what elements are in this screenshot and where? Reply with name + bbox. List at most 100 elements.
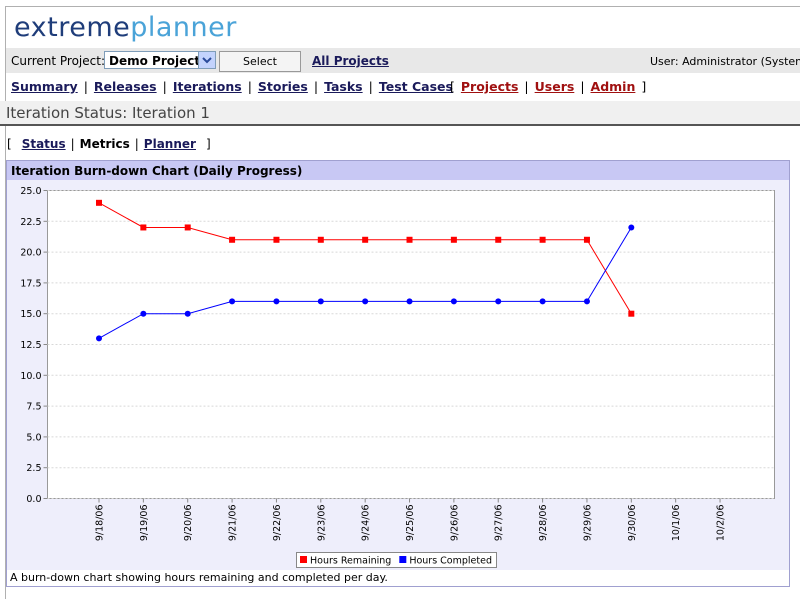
x-tick-label: 9/22/06 — [272, 505, 283, 542]
point — [184, 310, 191, 317]
point — [583, 298, 590, 305]
nav-link[interactable]: Tasks — [324, 79, 363, 94]
y-tick-label: 7.5 — [26, 402, 41, 413]
user-info: User: Administrator (System Adm — [650, 55, 800, 68]
x-tick-label: 9/28/06 — [538, 505, 549, 542]
select-value: Demo Project — [109, 54, 201, 68]
point — [184, 224, 191, 231]
separator: | — [313, 79, 319, 94]
frame — [5, 6, 800, 599]
legend-label: Hours Remaining — [310, 556, 391, 567]
point — [495, 298, 502, 305]
admin-link[interactable]: Projects — [460, 79, 519, 94]
nav-link[interactable]: Stories — [257, 79, 308, 94]
x-tick-label: 9/27/06 — [494, 505, 505, 542]
logo-part: planner — [130, 12, 237, 43]
legend-box — [296, 552, 497, 568]
x-tick-label: 9/26/06 — [449, 505, 460, 542]
bracket: [ — [450, 79, 455, 94]
point — [583, 236, 590, 243]
y-tick-label: 0.0 — [26, 494, 41, 505]
nav-link[interactable]: Summary — [11, 79, 78, 94]
point — [273, 298, 280, 305]
separator: | — [247, 79, 252, 94]
point — [450, 236, 457, 243]
legend-label: Hours Completed — [409, 556, 492, 567]
title-bar — [0, 101, 800, 126]
point — [362, 298, 369, 305]
y-tick-label: 2.5 — [26, 463, 41, 474]
admin-link[interactable]: Users — [534, 79, 575, 94]
point — [317, 236, 324, 243]
arrow-icon — [202, 57, 212, 64]
y-tick-label: 5.0 — [26, 432, 41, 443]
point — [628, 310, 635, 317]
separator: | — [134, 137, 139, 151]
x-tick-label: 10/1/06 — [671, 505, 682, 542]
nav-link[interactable]: Iterations — [172, 79, 242, 94]
x-tick-label: 9/29/06 — [582, 505, 593, 542]
x-tick-label: 9/24/06 — [361, 505, 372, 542]
y-tick-label: 25.0 — [20, 186, 41, 197]
bracket: ] — [641, 79, 647, 94]
panel-title: Iteration Burn-down Chart (Daily Progres… — [11, 164, 302, 178]
x-tick-label: 9/20/06 — [183, 505, 194, 542]
point — [140, 224, 147, 231]
point — [362, 236, 369, 243]
main-nav: Summary | Releases | Iterations | Stories | Task… — [11, 79, 453, 94]
nav-link[interactable]: Test Cases — [378, 79, 453, 94]
separator: | — [70, 137, 75, 151]
project-bar: Current Project: Demo Project Select All… — [6, 48, 800, 73]
legend-swatch — [399, 556, 407, 563]
bracket: [ — [7, 137, 12, 151]
logo[interactable]: extremeplanner — [14, 12, 237, 43]
x-tick-label: 9/23/06 — [316, 505, 327, 542]
x-tick-label: 10/2/06 — [716, 505, 727, 542]
point — [406, 236, 413, 243]
separator: | — [524, 79, 529, 94]
y-tick-label: 12.5 — [20, 340, 41, 351]
point — [140, 310, 147, 317]
y-tick-label: 10.0 — [20, 371, 41, 382]
point — [539, 236, 546, 243]
logo-part: extreme — [14, 12, 131, 43]
bracket: ] — [205, 137, 211, 151]
separator: | — [83, 79, 88, 94]
y-tick-label: 17.5 — [20, 278, 41, 289]
point — [273, 236, 280, 243]
caption: A burn-down chart showing hours remainin… — [10, 571, 388, 584]
x-tick-label: 9/30/06 — [627, 505, 638, 542]
point — [539, 298, 546, 305]
y-tick-label: 22.5 — [20, 217, 41, 228]
y-tick-label: 20.0 — [20, 248, 41, 259]
separator: | — [368, 79, 373, 94]
select-arrow — [198, 52, 215, 68]
point — [96, 199, 102, 206]
point — [229, 298, 236, 305]
current-tab: Metrics — [79, 137, 130, 151]
project-label: Current Project: — [11, 54, 105, 68]
point — [495, 236, 502, 243]
tab-link[interactable]: Planner — [143, 137, 196, 151]
project-select[interactable]: Demo Project — [104, 51, 216, 69]
admin-link[interactable]: Admin — [590, 79, 636, 94]
point — [628, 224, 635, 231]
admin-nav: [ Projects | Users | Admin] — [444, 79, 652, 94]
point — [317, 298, 324, 305]
panel-header — [7, 161, 789, 180]
x-tick-label: 9/21/06 — [228, 505, 239, 542]
separator: | — [580, 79, 585, 94]
select-button[interactable]: Select — [219, 51, 301, 72]
x-tick-label: 9/25/06 — [405, 505, 416, 542]
separator: | — [162, 79, 167, 94]
sub-tabs: [ Status | Metrics | Planner] — [7, 137, 211, 151]
tab-link[interactable]: Status — [21, 137, 66, 151]
x-tick-label: 9/18/06 — [95, 505, 106, 542]
all-projects-link[interactable]: All Projects — [312, 54, 389, 68]
page-title: Iteration Status: Iteration 1 — [6, 104, 210, 122]
nav-link[interactable]: Releases — [93, 79, 157, 94]
y-tick-label: 15.0 — [20, 309, 41, 320]
point — [229, 236, 236, 243]
